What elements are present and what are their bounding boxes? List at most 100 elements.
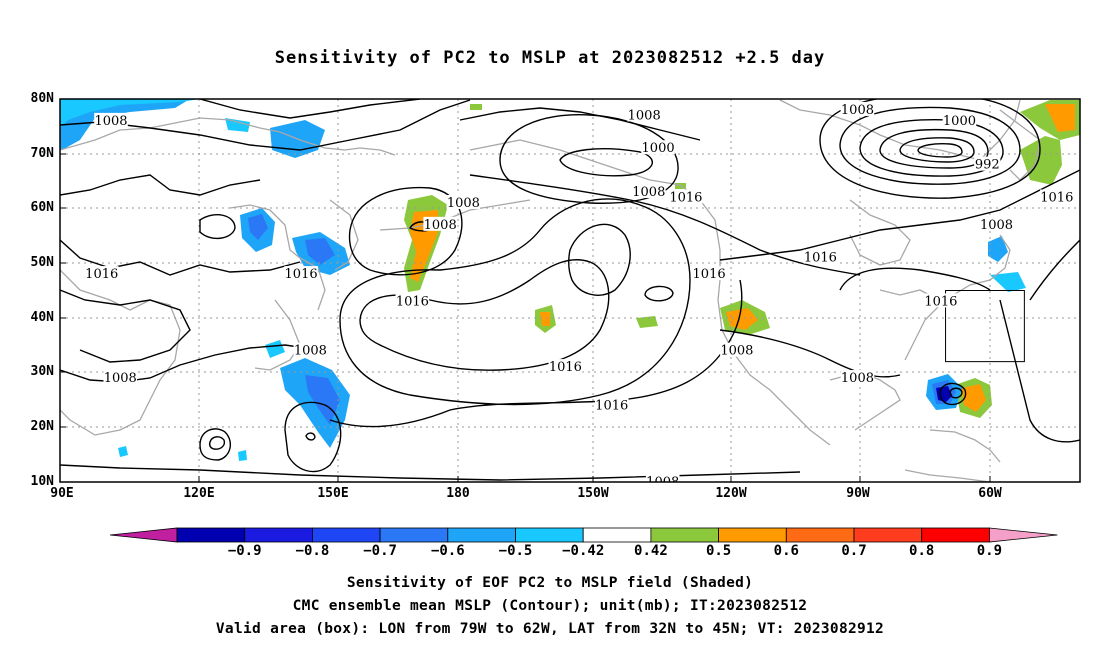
- contour-npac-1016-ring: [567, 223, 631, 296]
- contour-greenland-low-outer: [819, 99, 1041, 199]
- shade-blue-arctic-4: [225, 118, 250, 132]
- contour-atlantic-east: [999, 299, 1080, 443]
- lon-label-90e: 90E: [50, 486, 74, 501]
- contour-alaska-low-1000: [559, 148, 653, 177]
- shade-green-npac-2: [636, 316, 658, 328]
- shade-green-small-1: [470, 104, 482, 110]
- lon-label-150w: 150W: [577, 486, 609, 501]
- contour-npac-small-high: [644, 285, 674, 302]
- shade-blue-kamchatka-core: [305, 238, 335, 265]
- coastlines: [60, 99, 1041, 482]
- shade-orange-calif: [726, 308, 758, 330]
- shade-orange-greenland: [1045, 104, 1075, 132]
- lat-label-80n: 80N: [30, 91, 54, 106]
- colorbar-tick-label: −0.6: [430, 543, 465, 559]
- contour-label: 1008: [980, 218, 1013, 233]
- contour-greenland-low-core: [917, 143, 963, 158]
- contour-label-bg: [641, 140, 675, 155]
- contour-label: 1016: [924, 294, 957, 309]
- contour-wpac-typhoon-2: [208, 436, 226, 450]
- contour-wpac-typhoon-3: [284, 401, 342, 473]
- contour-greenland-low-3: [879, 128, 989, 169]
- contour-label: 1016: [1040, 190, 1073, 205]
- contour-label: 1008: [447, 196, 480, 211]
- contour-greenland-low-4: [899, 137, 975, 163]
- contour-label: 1016: [549, 360, 582, 375]
- contour-label: 1008: [628, 108, 661, 123]
- contour-label-bg: [84, 266, 119, 281]
- lon-label-150e: 150E: [317, 486, 349, 501]
- shade-blue-newfoundland: [988, 236, 1008, 262]
- contour-label-bg: [720, 342, 754, 357]
- contour-hurricane-outer: [939, 382, 967, 406]
- lon-label-120e: 120E: [183, 486, 215, 501]
- contour-label-bg: [395, 293, 430, 308]
- lat-label-50n: 50N: [30, 255, 54, 270]
- shade-orange-hurricane: [962, 384, 986, 412]
- contour-label-bg: [803, 249, 838, 264]
- contour-label: 1008: [646, 475, 679, 490]
- contour-hurricane-inner: [949, 387, 963, 399]
- contour-label-bg: [979, 216, 1014, 231]
- contour-label-bg: [548, 359, 583, 374]
- coast-okhotsk: [229, 204, 326, 311]
- lon-label-180: 180: [446, 486, 470, 501]
- contour-north-siberia: [199, 99, 421, 119]
- contour-label-bg: [1040, 189, 1074, 204]
- contour-label-bg: [423, 216, 457, 231]
- contour-label-bg: [94, 112, 128, 127]
- contour-bering-low-outer: [348, 186, 463, 276]
- contour-label: 1008: [94, 114, 127, 129]
- coast-arctic-archipelago: [779, 99, 1021, 161]
- colorbar-tick-label: 0.42: [634, 543, 668, 559]
- contour-label: 1016: [804, 251, 837, 266]
- coast-caribbean: [929, 429, 1001, 463]
- lon-label-120w: 120W: [715, 486, 747, 501]
- colorbar-tick-label: −0.8: [295, 543, 330, 559]
- lon-label-60w: 60W: [978, 486, 1002, 501]
- contour-greenland-low-1: [839, 106, 1021, 185]
- contour-label: 1000: [642, 141, 675, 156]
- contour-na-1008: [719, 329, 901, 378]
- coast-na-east: [904, 234, 1011, 361]
- contour-central-asia: [60, 289, 191, 363]
- caption-shading: Sensitivity of EOF PC2 to MSLP field (Sh…: [346, 575, 754, 591]
- shade-blue-nova-scotia: [990, 272, 1026, 292]
- contour-label-bg: [840, 370, 875, 385]
- colorbar-tick-label: −0.42: [562, 543, 605, 559]
- contour-wpac-typhoon-1: [199, 428, 232, 461]
- contour-alaska-1008: [459, 107, 701, 141]
- map-background: [60, 99, 1080, 482]
- contour-label: 1016: [285, 267, 318, 282]
- shade-blue-small-3: [238, 450, 247, 461]
- coast-south-america-north: [904, 469, 991, 482]
- contour-label: 1016: [396, 294, 429, 309]
- colorbar-tick-label: −0.9: [227, 543, 262, 559]
- valid-area-box: [945, 290, 1025, 363]
- tick-marks: [60, 153, 991, 482]
- contour-label-bg: [594, 397, 629, 412]
- contour-east-asia-1008: [60, 344, 321, 383]
- contour-label: 1008: [841, 371, 874, 386]
- contour-label-bg: [293, 342, 328, 357]
- lat-label-20n: 20N: [30, 419, 54, 434]
- map-frame: [59, 98, 1081, 483]
- colorbar-tick-label: 0.7: [841, 543, 867, 559]
- contour-siberia-1016-b: [60, 174, 261, 196]
- contour-label-bg: [627, 107, 661, 122]
- contour-atlantic-1016: [1029, 239, 1080, 301]
- contour-siberia-1016-a: [60, 239, 301, 276]
- lat-label-70n: 70N: [30, 146, 54, 161]
- coast-alaska: [469, 139, 721, 301]
- contour-label: 1016: [669, 190, 702, 205]
- coast-greenland: [999, 109, 1041, 181]
- lat-label-60n: 60N: [30, 200, 54, 215]
- contour-gulf-alaska-1016: [469, 174, 861, 276]
- contour-label: 1000: [943, 114, 976, 129]
- shade-blue-small-1: [265, 340, 285, 358]
- coast-east-asia: [60, 269, 181, 436]
- contour-labels: 1008 1008 1008 1008 1008 1008 1008 1008 1008 1008…: [84, 101, 1074, 490]
- coast-hudson-bay: [849, 199, 911, 266]
- contour-label-bg: [645, 474, 680, 482]
- contour-label: 1016: [595, 398, 628, 413]
